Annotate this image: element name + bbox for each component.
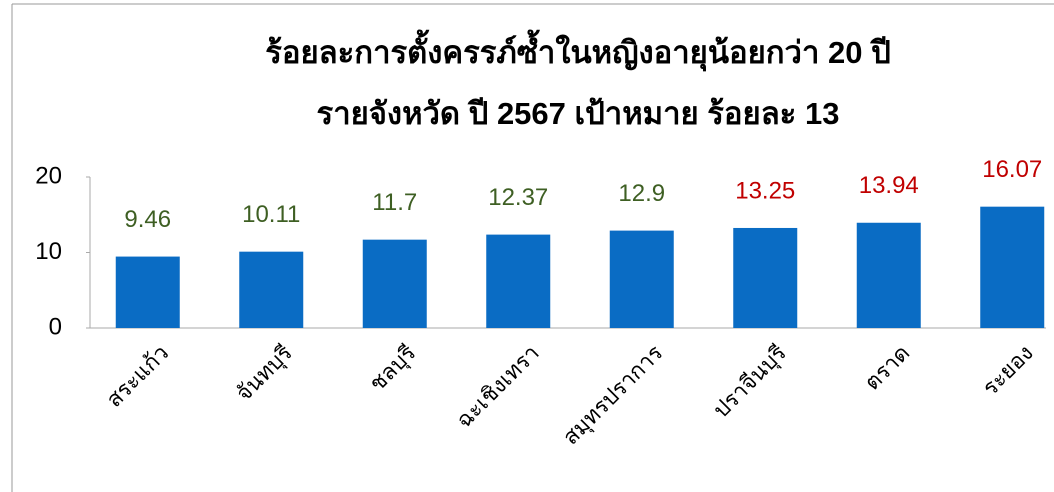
x-tick-label: ปราจีนบุรี	[708, 340, 791, 423]
x-tick-label: ระยอง	[977, 340, 1037, 400]
x-tick-label: สมุทรปราการ	[558, 340, 668, 450]
bar	[733, 227, 798, 328]
bar	[856, 222, 921, 328]
value-label: 16.07	[982, 156, 1042, 183]
chart-title: ร้อยละการตั้งครรภ์ซ้ำในหญิงอายุน้อยกว่า …	[265, 29, 891, 72]
value-label: 10.11	[242, 201, 300, 228]
value-label: 9.46	[124, 206, 171, 233]
value-label: 11.7	[372, 189, 417, 216]
x-tick-label: ตราด	[859, 340, 914, 395]
chart-subtitle: รายจังหวัด ปี 2567 เป้าหมาย ร้อยละ 13	[317, 96, 840, 131]
y-tick-label: 20	[35, 162, 62, 189]
bar	[980, 206, 1045, 328]
value-label: 13.25	[735, 177, 795, 204]
x-tick-label: ชลบุรี	[364, 340, 421, 397]
bar	[115, 256, 180, 328]
x-tick-label: จันทบุรี	[231, 340, 298, 407]
y-tick-label: 10	[35, 238, 62, 265]
value-label: 12.9	[618, 180, 665, 207]
value-label: 13.94	[859, 172, 919, 199]
x-tick-label: ฉะเชิงเทรา	[451, 340, 544, 433]
bar	[486, 234, 551, 328]
value-label: 12.37	[488, 184, 548, 211]
x-tick-label: สระแก้ว	[101, 340, 173, 412]
bar	[239, 251, 304, 328]
bar	[362, 239, 427, 328]
bar	[609, 230, 674, 328]
y-tick-label: 0	[49, 313, 62, 340]
